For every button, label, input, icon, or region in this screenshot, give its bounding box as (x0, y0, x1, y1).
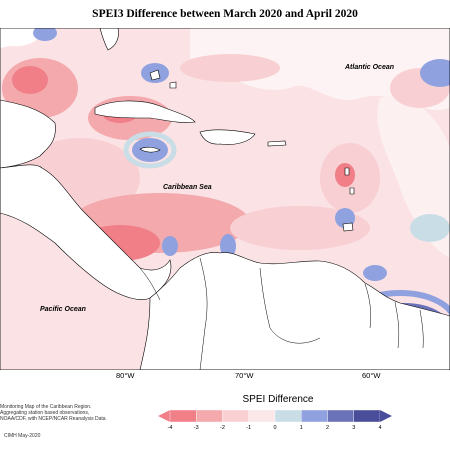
longitude-label-80w: 80°W (116, 371, 135, 380)
legend-bin (196, 409, 223, 423)
land-central-america (0, 164, 172, 300)
land-puerto-rico (267, 140, 287, 147)
legend-tick-label: 2 (325, 425, 330, 431)
map-title: SPEI3 Difference between March 2020 and … (92, 8, 358, 20)
land-jamaica (139, 146, 161, 153)
legend-bin (301, 409, 328, 423)
land-mexico (0, 99, 56, 169)
land-bahamas-2 (169, 81, 177, 89)
wetting-area-orinoco (363, 265, 387, 281)
legend-bin (274, 409, 302, 423)
legend-bin (248, 409, 276, 423)
credits-text: Monitoring Map of the Caribbean Region. … (0, 404, 106, 423)
legend-tick-label: 1 (299, 425, 303, 431)
legend-bin (353, 409, 381, 423)
credits-line: Monitoring Map of the Caribbean Region. (0, 404, 92, 410)
legend-bin (169, 409, 197, 423)
land-hispaniola (199, 129, 256, 145)
wetting-area-lake-maracaibo (220, 234, 236, 258)
legend-tick-label: -1 (246, 425, 252, 431)
land-cuba (94, 100, 196, 123)
land-florida (99, 28, 119, 51)
color-legend (158, 409, 392, 423)
credits-line: Aggregating station based observations, (0, 410, 90, 417)
credit-stamp: CIMH May-2020 (4, 433, 41, 439)
land-antilles (344, 167, 350, 176)
land-antilles-2 (349, 187, 355, 195)
wetting-area-florida (33, 28, 57, 41)
legend-tick-label: -2 (220, 425, 225, 431)
land-trinidad (342, 222, 354, 232)
legend-tick-label: -4 (167, 425, 173, 431)
wetting-area-panama (162, 236, 178, 256)
longitude-label-70w: 70°W (235, 371, 254, 380)
legend-tick-label: 4 (378, 425, 382, 431)
neutral-area-florida (0, 28, 41, 48)
wetting-area-north-atlantic (420, 59, 450, 87)
legend-tick-label: 0 (273, 425, 277, 431)
landmasses (0, 28, 450, 370)
drying-area-venezuela (230, 206, 370, 250)
label-pacific-ocean: Pacific Ocean (40, 306, 86, 313)
legend-title: SPEI Difference (242, 394, 314, 405)
drying-area-gulf-core (12, 66, 48, 94)
label-caribbean-sea: Caribbean Sea (163, 184, 212, 191)
legend-tick-label: -3 (193, 425, 199, 431)
legend-bin (222, 409, 249, 423)
legend-arrow-low (158, 410, 170, 422)
land-bahamas (149, 69, 161, 81)
neutral-area-atlantic (190, 28, 450, 111)
legend-tick-label: 3 (352, 425, 356, 431)
longitude-label-60w: 60°W (362, 371, 381, 380)
spei-map (0, 28, 450, 370)
legend-bin (327, 409, 354, 423)
credits-line: NOAA/CDF, with NCEP/NCAR Reanalysis Data (0, 416, 106, 423)
legend-arrow-high (380, 410, 392, 422)
label-atlantic-ocean: Atlantic Ocean (345, 64, 395, 71)
wetting-area-east (410, 214, 450, 242)
wetting-area-jamaica-edge (123, 131, 177, 169)
country-borders (139, 257, 424, 370)
drying-area-bahamas (180, 54, 280, 82)
